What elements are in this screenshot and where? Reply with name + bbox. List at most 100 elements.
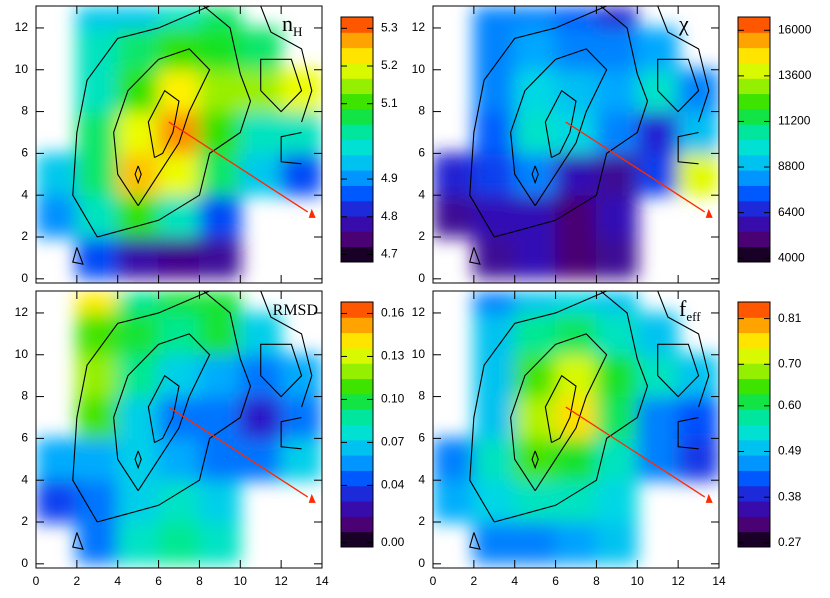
cell: [280, 437, 322, 481]
cell: [239, 437, 282, 481]
cell: [433, 194, 475, 238]
colorbar-band: [341, 470, 373, 487]
contour: [134, 165, 142, 185]
colorbar-band: [341, 439, 373, 456]
cell: [117, 312, 160, 356]
x-tick-label: 0: [33, 574, 40, 588]
cell: [76, 6, 119, 29]
colorbar-band: [341, 347, 373, 364]
colorbar-label: 4000: [778, 250, 805, 264]
contour: [72, 247, 84, 265]
y-tick-label: 6: [418, 146, 425, 160]
cell: [76, 396, 119, 439]
cell: [514, 479, 557, 523]
cell: [239, 152, 282, 196]
cell: [117, 27, 160, 71]
cell: [158, 312, 200, 356]
colorbar-band: [738, 455, 770, 471]
y-tick-label: 12: [412, 20, 426, 34]
cell: [76, 236, 119, 280]
contour: [260, 6, 313, 123]
colorbar-band: [738, 231, 770, 248]
colorbar-band: [341, 317, 373, 334]
y-tick-label: 10: [15, 347, 29, 361]
colorbar-label: 13600: [778, 68, 812, 82]
cell: [555, 437, 597, 481]
cell: [514, 152, 557, 196]
colorbar-band: [341, 216, 373, 232]
cell: [117, 152, 160, 196]
y-tick-label: 4: [418, 472, 425, 486]
cell: [473, 291, 516, 314]
colorbar-label: 4.7: [381, 247, 398, 261]
contour: [72, 532, 84, 550]
colorbar-label: 5.3: [381, 20, 398, 34]
colorbar-band: [738, 78, 770, 95]
arrow: [168, 406, 309, 498]
cell: [514, 521, 557, 565]
cell: [433, 479, 475, 523]
colorbar-band: [341, 332, 373, 349]
x-tick-label: 4: [511, 574, 518, 588]
cell: [555, 152, 597, 196]
colorbar-band: [341, 93, 373, 110]
colorbar-band: [738, 332, 770, 349]
title-sub: eff: [686, 309, 701, 324]
cell: [158, 236, 200, 280]
colorbar-band: [738, 393, 770, 410]
cell: [595, 479, 638, 523]
cell: [514, 291, 557, 314]
cell: [595, 312, 638, 356]
contour: [494, 291, 649, 523]
contour: [469, 291, 607, 523]
colorbar-band: [341, 485, 373, 502]
cell: [158, 27, 200, 71]
contour: [510, 333, 608, 491]
cell: [595, 437, 638, 481]
cell: [117, 479, 160, 523]
contour: [72, 6, 210, 238]
cell: [117, 236, 160, 280]
y-tick-label: 12: [412, 305, 426, 319]
y-tick-label: 0: [418, 556, 425, 570]
x-tick-label: 12: [671, 574, 685, 588]
contour: [657, 343, 700, 398]
cell: [117, 194, 160, 238]
cell: [595, 152, 638, 196]
colorbar-band: [738, 62, 770, 79]
y-tick-label: 6: [418, 431, 425, 445]
cell: [473, 354, 516, 398]
contour: [72, 291, 210, 523]
cell: [514, 194, 557, 238]
contour: [657, 291, 710, 408]
cell: [595, 69, 638, 113]
cell: [514, 312, 557, 356]
cell: [117, 437, 160, 481]
colorbar-frame: [737, 301, 771, 548]
contour: [280, 131, 302, 165]
cell: [76, 152, 119, 196]
colorbar-label: 4.8: [381, 209, 398, 223]
colorbar-band: [738, 485, 770, 502]
contour: [657, 6, 710, 123]
frame: [432, 290, 720, 569]
colorbar-label: 0.16: [381, 306, 405, 320]
colorbar-band: [341, 78, 373, 95]
heatmap: [433, 291, 719, 565]
cell: [198, 194, 241, 238]
x-tick-label: 2: [471, 574, 478, 588]
contour: [134, 450, 142, 470]
cell: [198, 479, 241, 523]
contour: [97, 6, 252, 238]
colorbar-label: 0.81: [778, 311, 802, 325]
colorbar-label: 0.38: [778, 489, 802, 503]
colorbar-band: [341, 409, 373, 425]
contour: [113, 333, 211, 491]
colorbar-band: [341, 170, 373, 186]
cell: [555, 291, 597, 314]
contour: [260, 58, 303, 113]
cell: [595, 111, 638, 154]
cell: [473, 6, 516, 29]
cell: [198, 312, 241, 356]
contour: [469, 247, 481, 265]
